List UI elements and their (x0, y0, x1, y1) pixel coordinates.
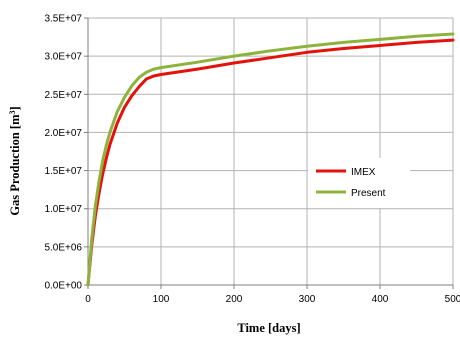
axes (84, 17, 454, 289)
y-axis-title-superscript: 3 (8, 111, 17, 115)
x-tick-label: 400 (372, 294, 389, 305)
y-tick-label: 5.0E+06 (44, 242, 82, 253)
grid (88, 17, 454, 285)
y-tick-label: 1.5E+07 (44, 166, 82, 177)
x-tick-label: 0 (85, 294, 91, 305)
y-tick-labels: 0.0E+00 5.0E+06 1.0E+07 1.5E+07 2.0E+07 2.5E+… (44, 14, 82, 292)
y-axis-title-main: Gas Production [m (8, 114, 22, 216)
y-tick-label: 3.5E+07 (44, 14, 82, 25)
y-tick-label: 1.0E+07 (44, 204, 82, 215)
series-line-imex (86, 38, 455, 287)
x-axis-title: Time [days] (237, 321, 300, 335)
legend-box (308, 158, 410, 208)
y-axis-title-end: ] (8, 106, 22, 110)
y-tick-label: 3.0E+07 (44, 52, 82, 63)
series-line-present (86, 32, 455, 287)
series-lines (86, 32, 455, 287)
y-tick-label: 0.0E+00 (44, 281, 82, 292)
y-tick-label: 2.0E+07 (44, 128, 82, 139)
y-tick-label: 2.5E+07 (44, 90, 82, 101)
x-tick-labels: 0 100 200 300 400 500 (85, 294, 460, 305)
x-tick-label: 300 (299, 294, 316, 305)
legend-label-present: Present (351, 188, 386, 199)
x-tick-label: 200 (226, 294, 243, 305)
x-tick-label: 100 (153, 294, 170, 305)
legend: IMEX Present (308, 158, 410, 208)
y-axis-title: Gas Production [m3] (8, 106, 22, 215)
x-tick-label: 500 (445, 294, 460, 305)
legend-label-imex: IMEX (351, 167, 376, 178)
